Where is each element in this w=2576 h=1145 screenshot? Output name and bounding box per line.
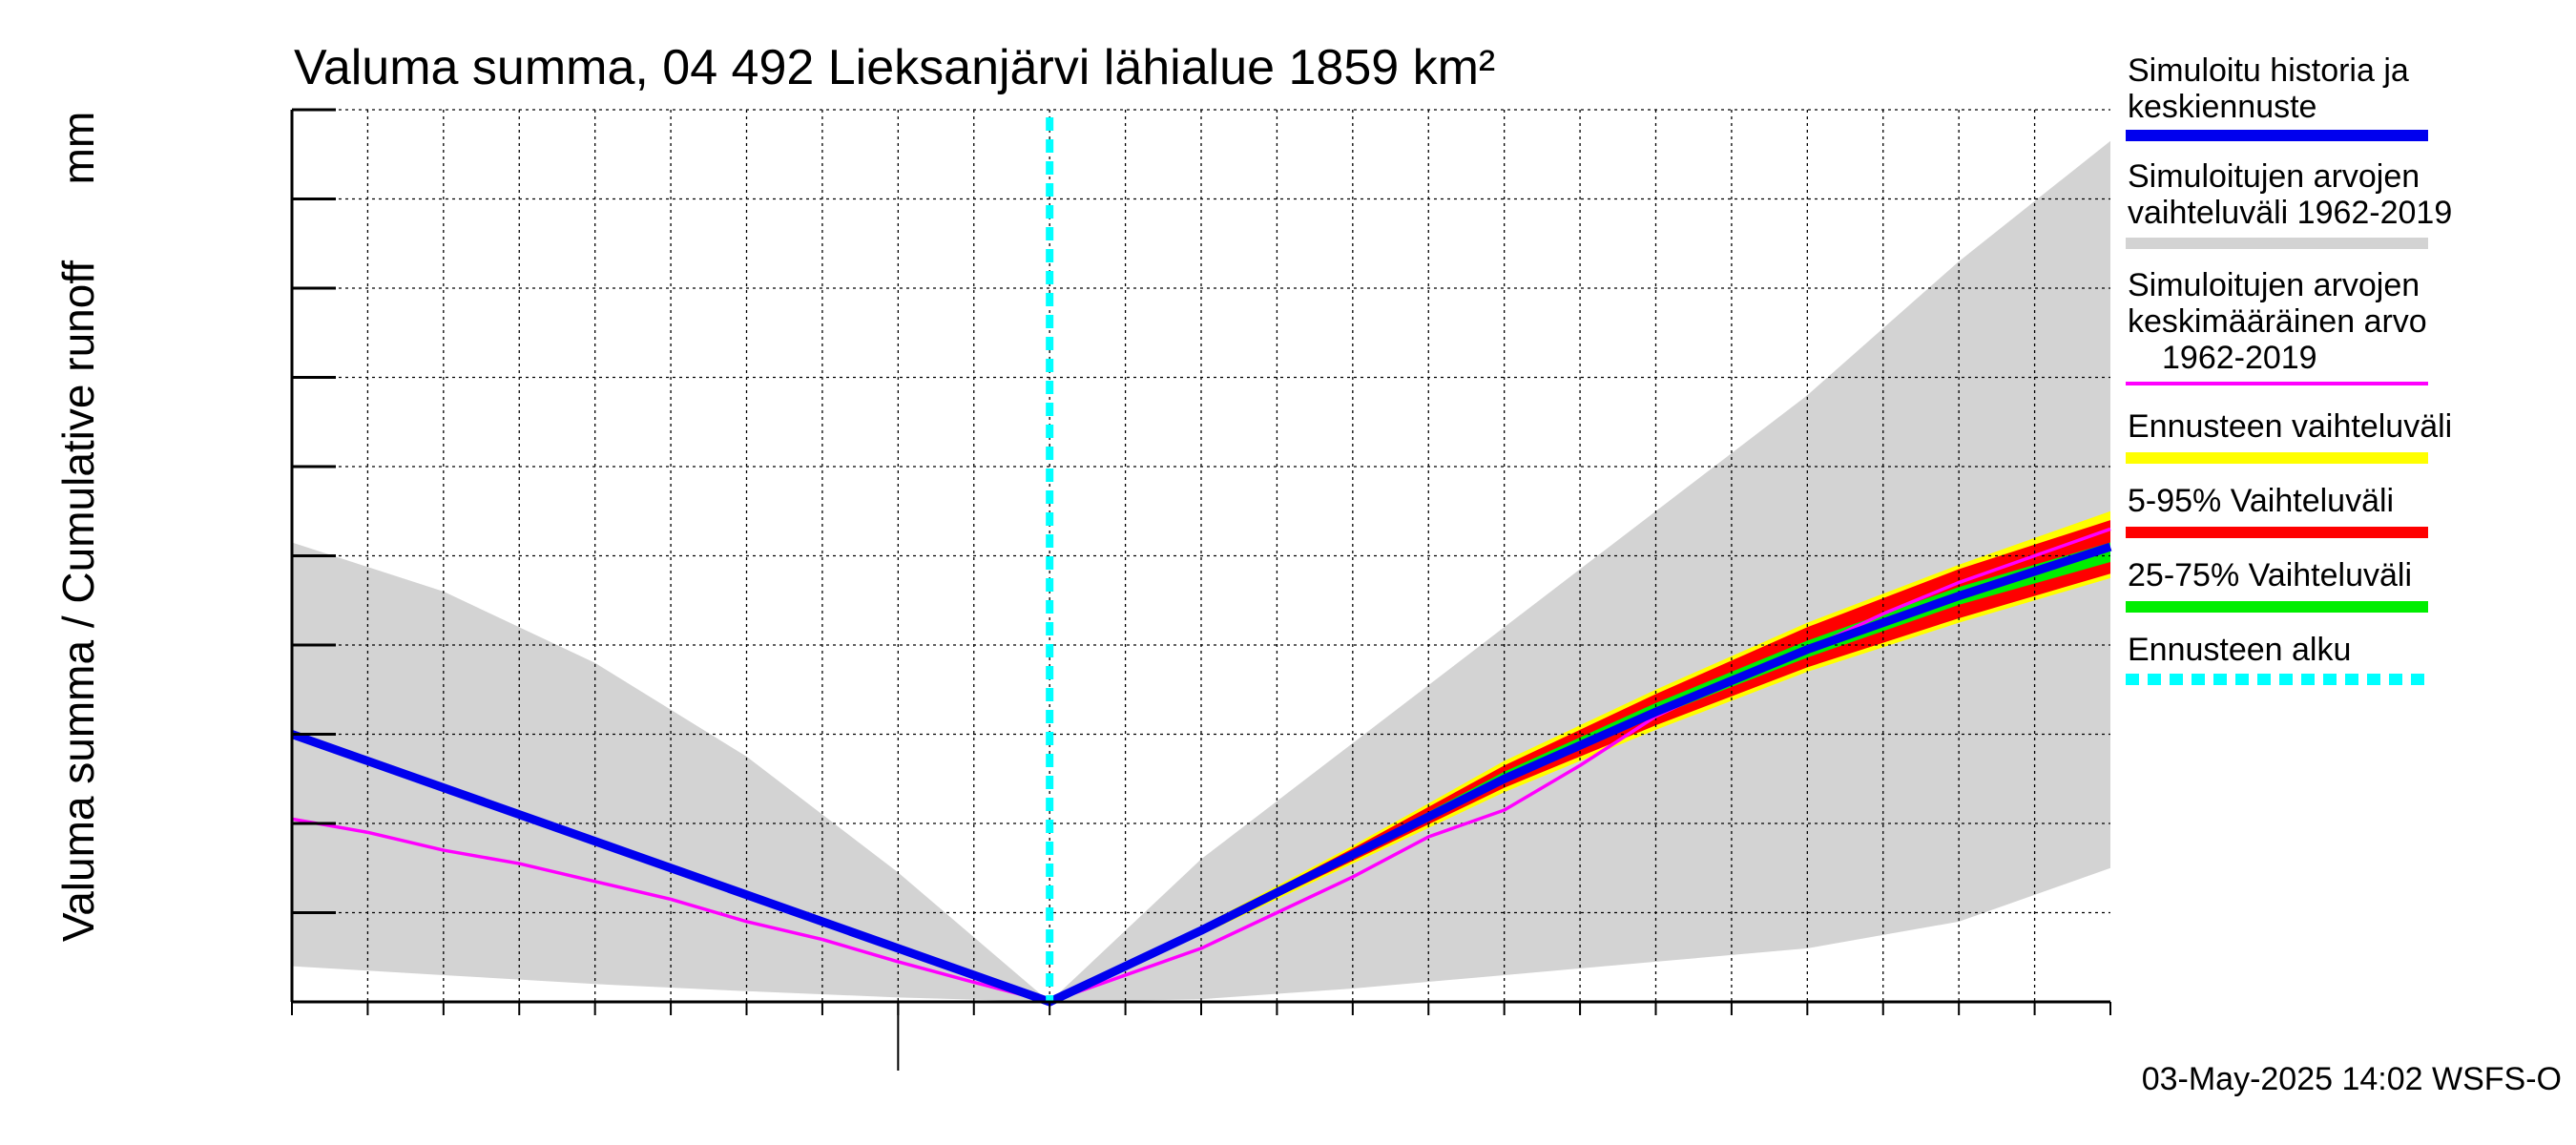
- series-band-3: [1049, 542, 2110, 1002]
- series-line-5: [290, 542, 2112, 1007]
- legend-label-6: Ennusteen alku: [2128, 632, 2351, 668]
- chart-title: Valuma summa, 04 492 Lieksanjärvi lähial…: [294, 40, 1495, 95]
- y-axis-unit: mm: [53, 112, 103, 185]
- legend-label-1: Simuloitujen arvojen vaihteluväli 1962-20…: [2128, 158, 2452, 231]
- grid-layer: [292, 109, 2110, 1002]
- legend-label-5: 25-75% Vaihteluväli: [2128, 557, 2412, 593]
- legend-label-4: 5-95% Vaihteluväli: [2128, 483, 2394, 519]
- axis-layer: [290, 108, 2111, 1071]
- legend-label-3: Ennusteen vaihteluväli: [2128, 408, 2452, 445]
- line-layer: [290, 117, 2112, 1007]
- y-axis-label: Valuma summa / Cumulative runoff: [53, 260, 103, 942]
- footer-timestamp: 03-May-2025 14:02 WSFS-O: [2142, 1061, 2562, 1097]
- legend-layer: Simuloitu historia ja keskiennuste Simuloi…: [2126, 52, 2452, 685]
- legend-label-0: Simuloitu historia ja keskiennuste: [2128, 52, 2409, 125]
- legend-label-2: Simuloitujen arvojen keskimääräinen arvo 1…: [2128, 267, 2427, 376]
